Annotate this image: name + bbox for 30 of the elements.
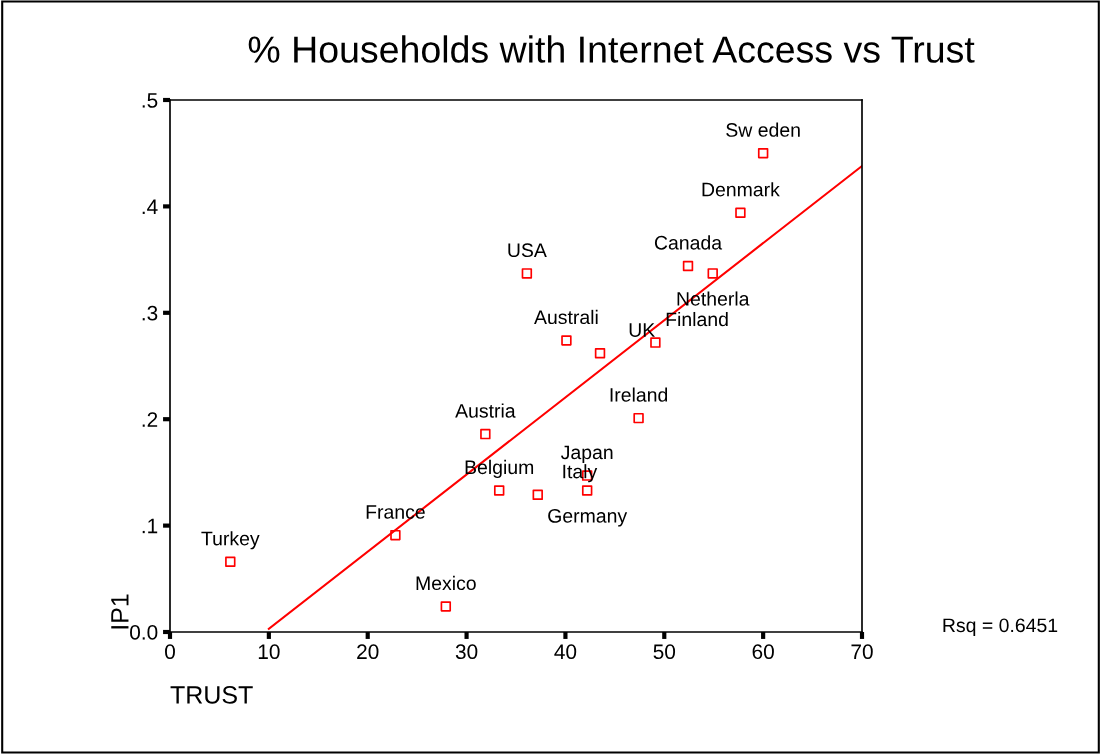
annotation: Denmark bbox=[702, 182, 780, 197]
y-axis-title: IP1 bbox=[111, 594, 129, 629]
y-tick-label: .2 bbox=[142, 412, 158, 427]
y-tick-label: 0.0 bbox=[130, 625, 158, 640]
x-tick-label: 70 bbox=[851, 644, 873, 660]
x-axis-title: TRUST bbox=[170, 686, 253, 704]
x-tick-label: 0 bbox=[165, 644, 175, 660]
x-tick-label: 50 bbox=[653, 644, 676, 660]
chart-title: % Households with Internet Access vs Trust bbox=[248, 35, 975, 63]
annotation: Canada bbox=[654, 235, 723, 250]
annotation: Finland bbox=[666, 311, 728, 327]
text: Rsq = 0.6451 bbox=[943, 618, 1058, 637]
annotation: Austria bbox=[455, 403, 516, 418]
y-tick-label: .3 bbox=[142, 305, 158, 321]
x-tick-label: 30 bbox=[455, 644, 478, 660]
x-tick-label: 10 bbox=[258, 644, 280, 660]
annotation: Germany bbox=[548, 508, 628, 527]
annotation: Turkey bbox=[201, 531, 260, 550]
annotation: Sw eden bbox=[726, 122, 800, 137]
annotation: Mexico bbox=[416, 575, 476, 591]
annotation: Japan bbox=[560, 445, 613, 464]
annotation: USA bbox=[508, 243, 547, 258]
y-tick-label: .4 bbox=[142, 199, 158, 214]
y-tick-label: .1 bbox=[142, 518, 158, 534]
x-tick-label: 40 bbox=[554, 644, 577, 660]
y-tick-label: .5 bbox=[142, 93, 158, 108]
annotation: Australi bbox=[534, 309, 598, 325]
annotation: Ireland bbox=[610, 387, 668, 402]
x-tick-label: 60 bbox=[752, 644, 774, 660]
x-tick-label: 20 bbox=[357, 644, 379, 660]
